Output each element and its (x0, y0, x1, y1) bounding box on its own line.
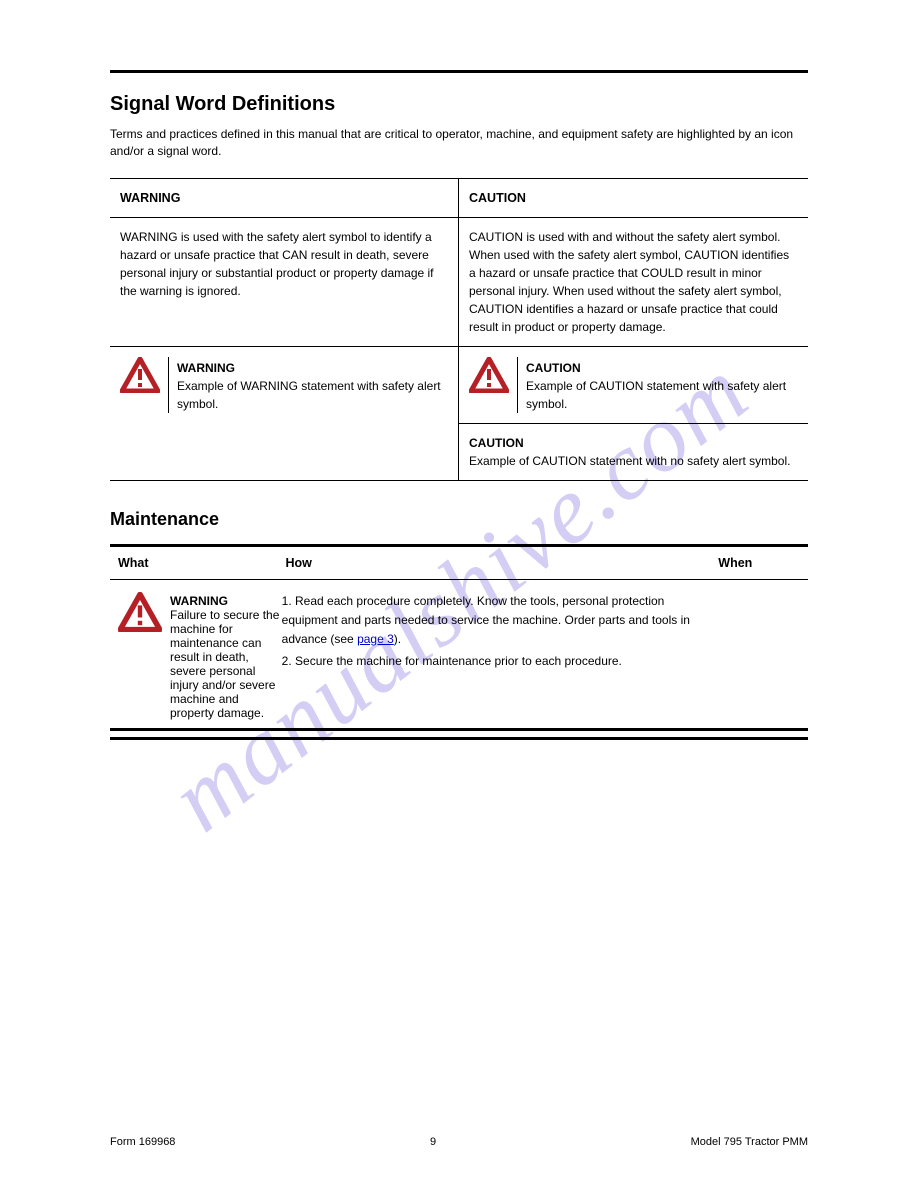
comparison-table: WARNING CAUTION WARNING is used with the… (110, 178, 808, 482)
caution-noicon-text: Example of CAUTION statement with no saf… (469, 452, 798, 470)
page-footer: Form 169968 9 Model 795 Tractor PMM (110, 1136, 808, 1148)
page-link[interactable]: page 3 (357, 632, 394, 646)
table-row: WARNING Failure to secure the machine fo… (110, 580, 808, 728)
footer-right: Model 795 Tractor PMM (691, 1136, 808, 1148)
step-text: ). (394, 632, 401, 646)
warning-definition: WARNING is used with the safety alert sy… (110, 218, 459, 346)
alert-triangle-icon (118, 592, 162, 632)
warning-word: WARNING (177, 359, 448, 377)
warning-example-text: Example of WARNING statement with safety… (177, 377, 448, 413)
alert-triangle-icon (469, 357, 509, 393)
col-head-warning: WARNING (110, 179, 459, 218)
col-head-caution: CAUTION (459, 179, 808, 218)
warning-word: WARNING (170, 594, 282, 608)
intro-paragraph: Terms and practices defined in this manu… (110, 126, 808, 160)
rule-top (110, 70, 808, 73)
table-row: WARNING is used with the safety alert sy… (110, 218, 808, 347)
step-text: 2. Secure the machine for maintenance pr… (282, 652, 705, 671)
what-cell: WARNING Failure to secure the machine fo… (118, 592, 282, 720)
footer-page-number: 9 (430, 1136, 436, 1148)
maintenance-section: Maintenance What How When (110, 509, 808, 740)
table-row: WARNING CAUTION (110, 179, 808, 219)
when-cell (705, 592, 800, 720)
maintenance-table: What How When WARNING Failure to (110, 544, 808, 731)
col-head-when: When (710, 547, 808, 579)
how-cell: 1. Read each procedure completely. Know … (282, 592, 705, 720)
caution-example-text: Example of CAUTION statement with safety… (526, 377, 798, 413)
col-head-how: How (278, 547, 711, 579)
caution-example-cell: CAUTION Example of CAUTION statement wit… (459, 347, 808, 480)
caution-definition: CAUTION is used with and without the saf… (459, 218, 808, 346)
caution-word: CAUTION (526, 359, 798, 377)
footer-left: Form 169968 (110, 1136, 175, 1148)
table-row: WARNING Example of WARNING statement wit… (110, 347, 808, 480)
col-head-what: What (110, 547, 278, 579)
warning-example-cell: WARNING Example of WARNING statement wit… (110, 347, 459, 480)
alert-triangle-icon (120, 357, 160, 393)
table-row: What How When (110, 547, 808, 580)
page-content: Signal Word Definitions Terms and practi… (0, 0, 918, 1188)
section-title: Maintenance (110, 509, 808, 530)
page-title: Signal Word Definitions (110, 93, 808, 116)
caution-word-noicon: CAUTION (469, 434, 798, 452)
rule-bottom (110, 737, 808, 740)
warning-text: Failure to secure the machine for mainte… (170, 608, 282, 720)
